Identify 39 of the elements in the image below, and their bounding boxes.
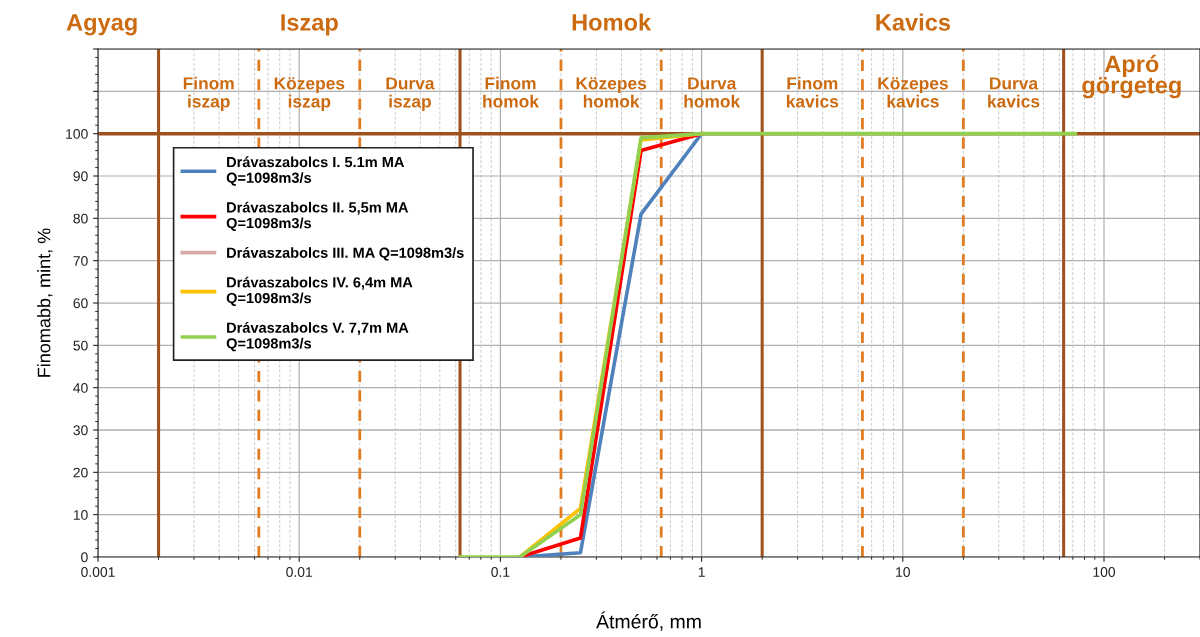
annotation: Durva kavics (988, 77, 1040, 108)
x-tick-label: 0.01 (286, 567, 313, 577)
y-tick-label: 60 (73, 298, 88, 309)
text: Agyag (66, 14, 137, 36)
y-tick-label: 100 (66, 129, 88, 139)
annotation: Apró görgeteg (1082, 54, 1181, 99)
annotation: Finom homok (483, 76, 539, 108)
y-tick-label: 90 (73, 171, 88, 182)
line-series (518, 131, 704, 557)
text: Homok (572, 13, 652, 31)
x-tick-label: 0.1 (491, 567, 510, 577)
legend-label: Drávaszabolcs IV. 6,4m MA Q=1098m3/s (226, 276, 413, 306)
text: Kavics (876, 13, 950, 31)
annotation: Közepes iszap (274, 77, 345, 111)
annotation: Közepes kavics (878, 77, 948, 108)
annotation: Közepes homok (576, 77, 647, 108)
y-tick-label: 10 (73, 510, 88, 520)
x-tick-label: 0.001 (81, 567, 115, 577)
annotation: Durva iszap (386, 77, 435, 111)
y-tick-label: 30 (73, 425, 88, 436)
annotation: Durva homok (684, 77, 741, 108)
y-axis-title: Finomabb, mint, % (37, 228, 53, 377)
y-tick-label: 80 (73, 213, 88, 224)
legend-label: Drávaszabolcs III. MA Q=1098m3/s (227, 247, 464, 261)
y-tick-label: 20 (73, 467, 88, 478)
y-tick-label: 40 (73, 383, 88, 393)
annotation: Finom iszap (183, 76, 234, 111)
legend-label: Drávaszabolcs V. 7,7m MA Q=1098m3/s (226, 322, 409, 352)
x-tick-label: 100 (1093, 567, 1116, 577)
y-tick-label: 70 (73, 256, 88, 266)
legend-label: Drávaszabolcs I. 5.1m MA Q=1098m3/s (226, 156, 405, 186)
x-tick-label: 10 (896, 567, 910, 577)
y-tick-label: 50 (73, 340, 88, 351)
x-tick-label: 1 (698, 567, 705, 577)
legend-label: Drávaszabolcs II. 5,5m MA Q=1098m3/s (226, 201, 409, 231)
y-tick-label: 0 (81, 552, 88, 563)
x-axis-title: Átmérő, mm (596, 611, 701, 631)
annotation: Finom kavics (786, 76, 839, 108)
text: Iszap (281, 14, 338, 36)
